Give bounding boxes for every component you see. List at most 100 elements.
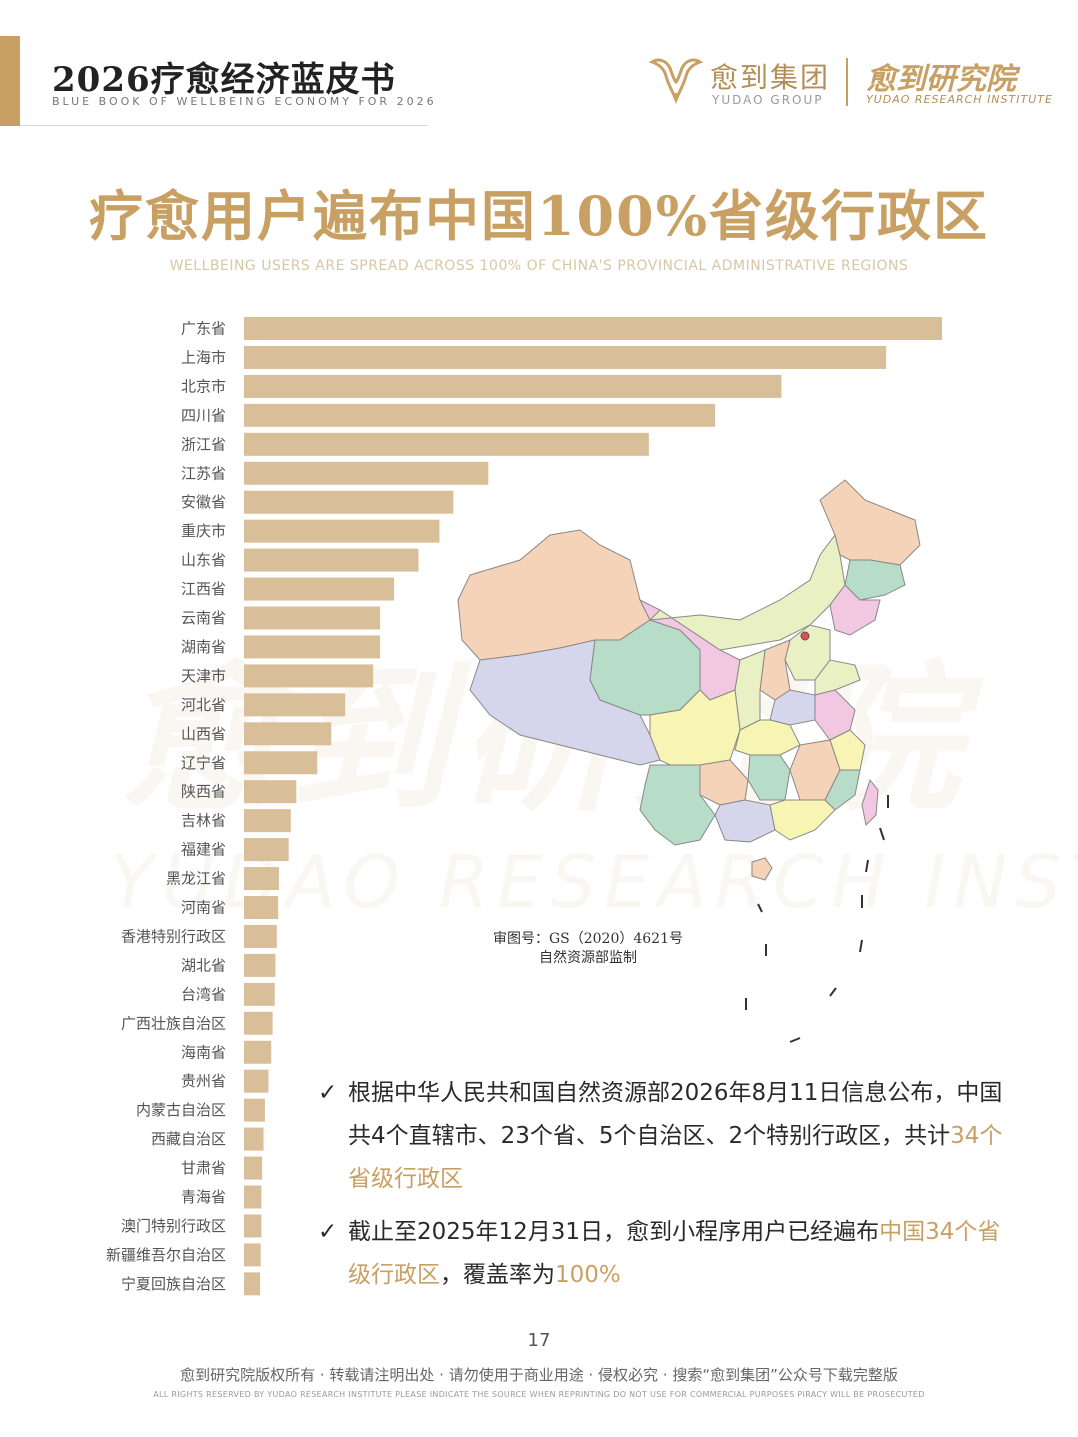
category-label: 河南省: [181, 899, 226, 917]
bar-group: 广东省上海市北京市四川省浙江省江苏省安徽省重庆市山东省江西省云南省湖南省天津市河…: [106, 317, 942, 1296]
category-label: 贵州省: [181, 1072, 226, 1090]
map-region-hainan: [751, 857, 773, 881]
institute-name: 愈到研究院: [866, 62, 1016, 97]
category-label: 台湾省: [181, 985, 226, 1003]
category-label: 浙江省: [181, 435, 226, 453]
bar: [244, 461, 489, 485]
category-label: 河北省: [181, 696, 226, 714]
bar: [244, 606, 381, 630]
map-region-fujian: [824, 769, 861, 811]
bar: [244, 1040, 272, 1064]
map-approval-note: 审图号：GS（2020）4621号 自然资源部监制: [468, 930, 708, 968]
map-region-guangxi: [714, 799, 776, 843]
map-region-guangdong: [769, 799, 836, 841]
footer-copyright: 愈到研究院版权所有 · 转载请注明出处 · 请勿使用于商业用途 · 侵权必究 ·…: [180, 1366, 898, 1384]
category-label: 湖南省: [181, 638, 226, 656]
checkmark-icon: ✓: [318, 1080, 338, 1106]
category-label: 天津市: [181, 667, 226, 685]
bar: [244, 953, 276, 977]
header-accent-bar: [0, 36, 20, 126]
category-label: 福建省: [181, 841, 226, 859]
category-label: 山西省: [181, 725, 226, 743]
page-number: 17: [527, 1330, 551, 1351]
category-label: 青海省: [181, 1188, 226, 1206]
bar: [244, 722, 332, 746]
header-divider: [20, 125, 428, 126]
bar: [244, 345, 887, 369]
bar: [244, 1011, 273, 1035]
bullet-list: ✓ 根据中华人民共和国自然资源部2026年8月11日信息公布，中国共4个直辖市、…: [318, 1072, 1018, 1307]
category-label: 江西省: [181, 580, 226, 598]
bullet-text: 截止至2025年12月31日，愈到小程序用户已经遍布: [348, 1219, 880, 1245]
bar: [244, 751, 318, 775]
map-region-taiwan: [861, 778, 879, 827]
bullet-text: 根据中华人民共和国自然资源部2026年8月11日信息公布，中国共4个直辖市、23…: [348, 1080, 1003, 1149]
category-label: 辽宁省: [181, 754, 226, 772]
map-region-guizhou: [699, 759, 749, 806]
bar: [244, 432, 649, 456]
bar: [244, 982, 275, 1006]
category-label: 吉林省: [181, 812, 226, 830]
bar: [244, 693, 346, 717]
map-region-liaoning: [829, 584, 881, 636]
category-label: 上海市: [181, 348, 226, 366]
institute-name-en: YUDAO RESEARCH INSTITUTE: [866, 93, 1053, 106]
category-label: 宁夏回族自治区: [121, 1275, 226, 1293]
bar: [244, 664, 374, 688]
bar: [244, 548, 419, 572]
category-label: 广东省: [181, 320, 226, 338]
category-label: 重庆市: [181, 522, 226, 540]
checkmark-icon: ✓: [318, 1219, 338, 1245]
category-label: 云南省: [181, 609, 226, 627]
map-region-hunan: [747, 754, 791, 801]
bullet-item: ✓ 截止至2025年12月31日，愈到小程序用户已经遍布中国34个省级行政区，覆…: [318, 1211, 1018, 1297]
brand-name-en: YUDAO GROUP: [712, 93, 824, 107]
bar: [244, 809, 291, 833]
category-label: 北京市: [181, 377, 226, 395]
bullet-item: ✓ 根据中华人民共和国自然资源部2026年8月11日信息公布，中国共4个直辖市、…: [318, 1072, 1018, 1201]
bar: [244, 403, 716, 427]
map-region-yunnan: [639, 764, 716, 846]
bar: [244, 1272, 261, 1296]
bar: [244, 896, 279, 919]
map-region-heilongjiang: [819, 479, 921, 566]
brand-name: 愈到集团: [710, 61, 831, 94]
bar: [244, 780, 297, 804]
category-label: 澳门特别行政区: [121, 1217, 226, 1235]
category-label: 香港特别行政区: [121, 927, 226, 945]
category-label: 新疆维吾尔自治区: [106, 1246, 226, 1264]
bar: [244, 1214, 262, 1238]
bar: [244, 1127, 264, 1151]
category-label: 内蒙古自治区: [136, 1101, 226, 1119]
map-region-shanxi: [759, 639, 791, 701]
bar: [244, 1069, 269, 1093]
map-supervisor: 自然资源部监制: [539, 950, 637, 966]
category-label: 安徽省: [181, 493, 226, 511]
category-label: 湖北省: [181, 956, 226, 974]
bar: [244, 519, 440, 543]
category-label: 山东省: [181, 551, 226, 569]
bar: [244, 924, 277, 948]
category-label: 四川省: [181, 406, 226, 424]
bullet-highlight: 100%: [555, 1262, 621, 1288]
bar: [244, 317, 942, 340]
map-dashed-line: [745, 795, 889, 1043]
map-region-sichuan: [649, 689, 741, 766]
bar: [244, 867, 279, 891]
bar: [244, 490, 454, 514]
bar: [244, 1185, 262, 1209]
category-label: 广西壮族自治区: [121, 1014, 226, 1032]
logo-divider: [846, 58, 848, 106]
map-approval-number: 审图号：GS（2020）4621号: [492, 931, 684, 947]
category-label: 西藏自治区: [151, 1130, 226, 1148]
category-label: 黑龙江省: [166, 870, 226, 888]
footer-copyright-en: ALL RIGHTS RESERVED BY YUDAO RESEARCH IN…: [153, 1390, 925, 1399]
chart-title: 疗愈用户遍布中国100%省级行政区: [88, 184, 990, 248]
bar: [244, 577, 395, 601]
bar: [244, 1156, 263, 1180]
bar: [244, 1243, 261, 1267]
category-label: 甘肃省: [181, 1159, 226, 1177]
map-capital-icon: [800, 631, 810, 641]
bar: [244, 374, 782, 398]
